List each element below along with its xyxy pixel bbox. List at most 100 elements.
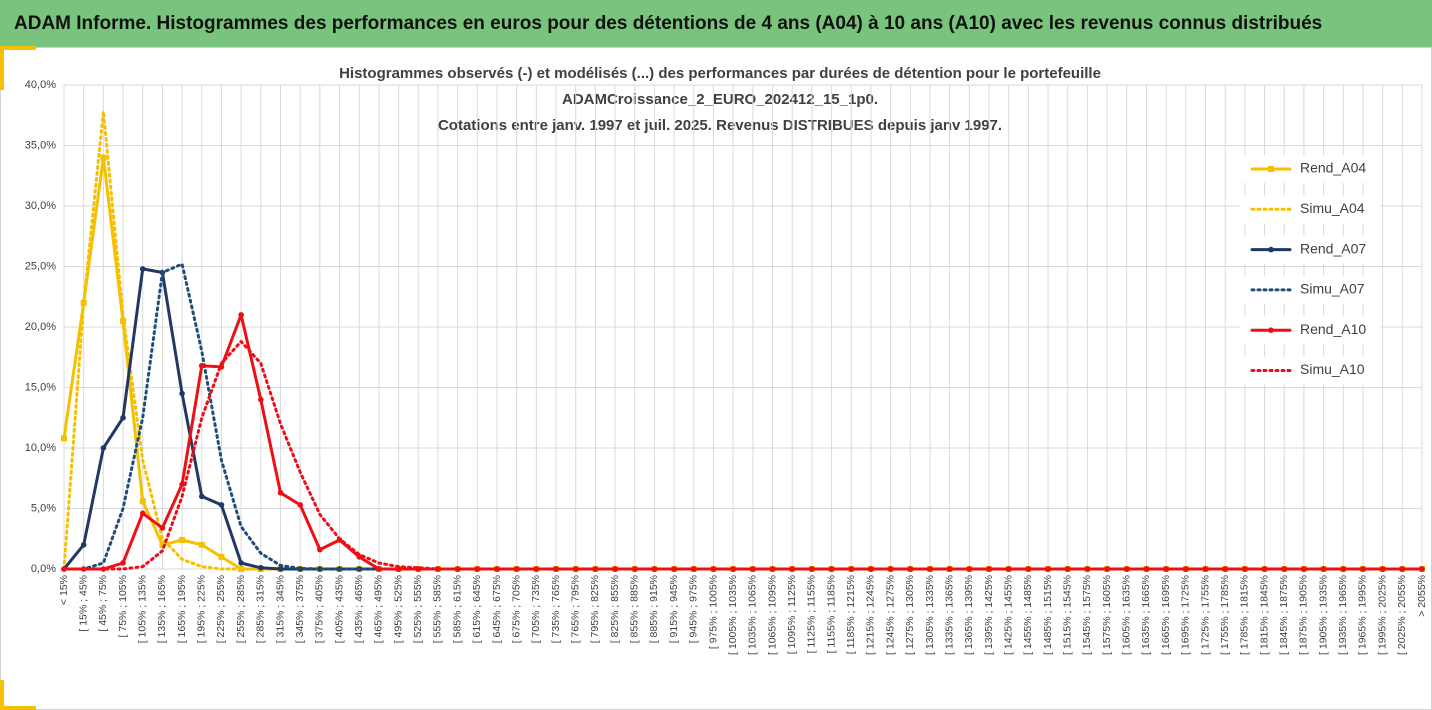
legend-label: Rend_A10 — [1300, 321, 1366, 337]
x-tick-label: [ 1185% ; 1215% — [845, 575, 857, 654]
x-tick-label: [ 735% ; 765% — [550, 575, 562, 643]
y-tick-label: 0,0% — [31, 563, 56, 575]
marker — [120, 414, 126, 421]
marker — [139, 510, 146, 517]
x-tick-label: [ 1635% ; 1665% — [1140, 575, 1152, 655]
x-tick-label: [ 1815% ; 1845% — [1258, 575, 1270, 655]
marker — [238, 312, 244, 318]
x-tick-label: [ 255% ; 285% — [235, 575, 247, 643]
x-tick-label: [ 75% ; 105% — [117, 575, 129, 637]
legend-label: Rend_A07 — [1300, 240, 1366, 256]
marker — [218, 502, 225, 508]
x-tick-label: [ 1485% ; 1515% — [1042, 575, 1054, 655]
marker — [297, 502, 303, 508]
x-tick-label: [ 465% ; 495% — [373, 575, 385, 643]
marker — [317, 546, 323, 553]
x-tick-label: [ 1275% ; 1305% — [904, 575, 916, 655]
header-title: ADAM Informe. Histogrammes des performan… — [14, 13, 1322, 34]
x-tick-label: [ 915% ; 945% — [668, 575, 680, 643]
header-bar — [0, 0, 1432, 47]
x-tick-label: [ 765% ; 795% — [569, 575, 581, 643]
marker — [198, 493, 205, 500]
x-tick-label: [ 975% ; 1005% — [707, 575, 719, 649]
x-tick-label: [ 945% ; 975% — [688, 575, 700, 643]
chart-title: Cotations entre janv. 1997 et juil. 2025… — [438, 117, 1002, 134]
y-tick-label: 25,0% — [25, 260, 56, 272]
x-tick-label: [ 315% ; 345% — [274, 575, 286, 643]
marker — [238, 560, 244, 566]
x-tick-label: [ 105% ; 135% — [137, 575, 149, 643]
x-tick-label: [ 1335% ; 1365% — [943, 575, 955, 655]
marker — [159, 541, 166, 548]
y-tick-label: 15,0% — [25, 381, 56, 393]
x-tick-label: [ 705% ; 735% — [530, 575, 542, 643]
y-tick-label: 30,0% — [25, 200, 56, 212]
x-tick-label: [ 1755% ; 1785% — [1219, 575, 1231, 655]
marker — [179, 536, 186, 543]
x-tick-label: [ 1605% ; 1635% — [1121, 575, 1133, 655]
x-tick-label: [ 555% ; 585% — [432, 575, 444, 643]
marker — [218, 553, 225, 560]
x-tick-label: [ 1125% ; 1155% — [806, 575, 818, 653]
marker — [179, 390, 185, 397]
marker — [179, 481, 185, 488]
marker — [277, 489, 284, 496]
y-tick-label: 5,0% — [31, 502, 56, 514]
x-tick-label: [ 1965% ; 1995% — [1357, 575, 1369, 655]
marker — [356, 554, 363, 560]
x-tick-label: [ 1905% ; 1935% — [1317, 575, 1329, 655]
x-tick-label: [ 1215% ; 1245% — [865, 575, 877, 655]
x-tick-label: [ 225% ; 255% — [215, 575, 227, 643]
x-tick-label: [ 1665% ; 1695% — [1160, 575, 1172, 655]
x-tick-label: [ 1935% ; 1965% — [1337, 575, 1349, 655]
x-tick-label: [ 1395% ; 1425% — [983, 575, 995, 655]
x-tick-label: [ 45% ; 75% — [97, 575, 109, 632]
legend-label: Simu_A07 — [1300, 281, 1365, 297]
marker — [139, 266, 146, 272]
x-tick-label: [ 1095% ; 1125% — [786, 575, 798, 654]
x-tick-label: [ 645% ; 675% — [491, 575, 503, 643]
x-tick-label: > 2055% — [1416, 575, 1428, 617]
x-tick-label: [ 1725% ; 1755% — [1199, 575, 1211, 655]
x-tick-label: [ 1995% ; 2025% — [1376, 575, 1388, 655]
marker — [376, 566, 382, 572]
y-tick-label: 10,0% — [25, 442, 56, 454]
marker — [80, 542, 87, 548]
x-tick-label: [ 525% ; 555% — [412, 575, 424, 643]
x-tick-label: [ 2025% ; 2055% — [1396, 575, 1408, 655]
legend-marker — [1268, 246, 1274, 253]
x-tick-label: [ 585% ; 615% — [451, 575, 463, 643]
marker — [139, 498, 146, 505]
marker — [100, 445, 107, 451]
chart-title: Histogrammes observés (-) et modélisés (… — [339, 65, 1101, 82]
x-tick-label: [ 165% ; 195% — [176, 575, 188, 643]
x-tick-label: < 15% — [58, 575, 70, 605]
x-tick-label: [ 855% ; 885% — [629, 575, 641, 643]
x-tick-label: [ 15% ; 45% — [77, 575, 89, 632]
x-tick-label: [ 1695% ; 1725% — [1180, 575, 1192, 655]
x-tick-label: [ 1155% ; 1185% — [825, 575, 837, 653]
marker — [258, 564, 264, 571]
corner-accent — [0, 680, 36, 710]
x-tick-label: [ 435% ; 465% — [353, 575, 365, 643]
x-tick-label: [ 675% ; 705% — [510, 575, 522, 643]
x-tick-label: [ 1005% ; 1035% — [727, 575, 739, 655]
legend-label: Simu_A10 — [1300, 361, 1365, 377]
x-tick-label: [ 285% ; 315% — [255, 575, 267, 643]
marker — [159, 525, 166, 531]
marker — [61, 435, 67, 442]
x-tick-label: [ 405% ; 435% — [333, 575, 345, 643]
x-tick-label: [ 1575% ; 1605% — [1101, 575, 1113, 655]
corner-accent — [0, 46, 36, 90]
legend-label: Simu_A04 — [1300, 200, 1365, 216]
chart-title: ADAMCroissance_2_EURO_202412_15_1p0. — [562, 91, 878, 108]
x-tick-label: [ 1845% ; 1875% — [1278, 575, 1290, 655]
x-tick-label: [ 135% ; 165% — [156, 575, 168, 643]
x-tick-label: [ 1515% ; 1545% — [1062, 575, 1074, 655]
marker — [100, 154, 107, 161]
marker — [258, 396, 264, 403]
x-tick-label: [ 1455% ; 1485% — [1022, 575, 1034, 655]
legend-marker — [1268, 166, 1274, 172]
x-tick-label: [ 1875% ; 1905% — [1298, 575, 1310, 655]
